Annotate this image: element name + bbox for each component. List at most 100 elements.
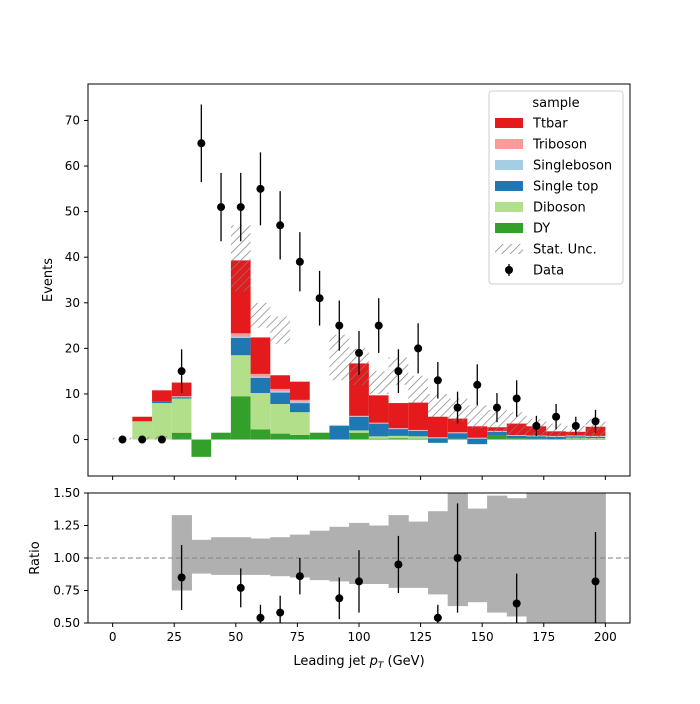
bar-triboson bbox=[447, 432, 468, 433]
bar-single-top bbox=[152, 401, 172, 404]
data-point bbox=[177, 367, 186, 376]
bar-singleboson bbox=[349, 416, 369, 417]
bar-diboson bbox=[408, 436, 428, 439]
x-tick-label: 200 bbox=[594, 630, 617, 644]
main-y-tick-label: 10 bbox=[65, 387, 80, 401]
bar-ttbar bbox=[408, 402, 428, 430]
bar-singleboson bbox=[290, 401, 310, 404]
bar-diboson bbox=[171, 398, 192, 433]
stat-unc-bin bbox=[270, 316, 291, 344]
ratio-y-tick-label: 0.50 bbox=[53, 616, 80, 630]
bar-dy bbox=[506, 438, 527, 440]
bar-single-top bbox=[349, 416, 369, 431]
ratio-unc-bin bbox=[467, 508, 488, 603]
bar-triboson bbox=[506, 434, 527, 436]
stat-unc-bin bbox=[408, 375, 428, 404]
bar-ttbar bbox=[467, 426, 488, 438]
data-point bbox=[512, 394, 521, 403]
ratio-point bbox=[177, 573, 186, 582]
legend-swatch-stat-unc bbox=[495, 244, 523, 254]
legend-label-stat-unc: Stat. Unc. bbox=[533, 243, 597, 258]
data-point bbox=[532, 421, 541, 430]
legend-swatch-data bbox=[505, 266, 513, 274]
ratio-point bbox=[591, 577, 600, 586]
ratio-unc-bin bbox=[408, 521, 429, 588]
bar-single-top bbox=[447, 433, 468, 439]
data-point bbox=[473, 380, 482, 389]
legend-label-dy: DY bbox=[533, 222, 550, 237]
stat-unc-bin bbox=[171, 435, 192, 440]
stat-unc-bin bbox=[230, 225, 251, 292]
bar-ttbar bbox=[152, 390, 172, 402]
data-point bbox=[256, 184, 265, 193]
bar-dy bbox=[388, 438, 409, 440]
stat-unc-bin bbox=[427, 393, 448, 417]
bar-dy bbox=[487, 434, 507, 440]
ratio-unc-bin bbox=[250, 538, 271, 575]
bar-dy bbox=[526, 438, 547, 440]
bar-single-top bbox=[171, 397, 192, 399]
ratio-unc-bin bbox=[290, 534, 311, 578]
ratio-point bbox=[335, 594, 344, 603]
main-y-tick-label: 0 bbox=[72, 433, 80, 447]
main-y-ticks: 0 10 20 30 40 50 60 70 bbox=[65, 113, 88, 447]
bar-singleboson bbox=[467, 438, 488, 439]
bar-single-top bbox=[526, 436, 547, 439]
ratio-unc-bin bbox=[329, 526, 350, 582]
bar-triboson bbox=[388, 428, 409, 429]
legend-label-triboson: Triboson bbox=[532, 138, 587, 153]
main-y-tick-label: 30 bbox=[65, 296, 80, 310]
x-tick-label: 125 bbox=[409, 630, 432, 644]
data-point bbox=[138, 435, 147, 444]
ratio-point bbox=[355, 577, 363, 586]
legend-swatch-singleboson bbox=[495, 160, 523, 170]
bar-diboson bbox=[270, 403, 291, 434]
bar-single-top bbox=[368, 423, 389, 437]
bar-singleboson bbox=[171, 396, 192, 398]
ratio-point bbox=[453, 554, 462, 562]
bar-single-top bbox=[230, 337, 251, 356]
legend-title: sample bbox=[532, 96, 579, 111]
bar-ttbar bbox=[388, 403, 409, 429]
ratio-points bbox=[177, 503, 600, 623]
ratio-point bbox=[276, 608, 285, 617]
data-point bbox=[355, 348, 363, 357]
x-axis-label-main: Leading jet bbox=[293, 654, 369, 669]
bar-dy bbox=[309, 432, 330, 440]
data-point bbox=[394, 367, 403, 376]
x-tick-label: 50 bbox=[228, 630, 243, 644]
ratio-unc-bin bbox=[487, 495, 508, 613]
main-y-tick-label: 40 bbox=[65, 250, 80, 264]
bar-singleboson bbox=[447, 432, 468, 434]
bar-ttbar bbox=[132, 416, 153, 422]
bar-diboson bbox=[368, 436, 389, 439]
data-point bbox=[552, 412, 561, 421]
data-point bbox=[453, 403, 462, 412]
bar-singleboson bbox=[427, 437, 448, 439]
data-point bbox=[197, 139, 206, 148]
ratio-point bbox=[236, 583, 245, 592]
bar-dy bbox=[447, 438, 468, 440]
stat-unc-bin bbox=[467, 405, 488, 429]
ratio-point bbox=[295, 572, 304, 581]
data-point bbox=[236, 203, 245, 212]
bar-dy bbox=[250, 429, 271, 440]
x-axis-label-subscript: T bbox=[378, 661, 385, 671]
bar-dy bbox=[290, 434, 310, 440]
legend-label-ttbar: Ttbar bbox=[532, 117, 568, 132]
ratio-point bbox=[394, 560, 403, 569]
legend-swatch-diboson bbox=[495, 202, 523, 212]
x-tick-label: 25 bbox=[167, 630, 182, 644]
data-point bbox=[414, 344, 423, 353]
main-y-tick-label: 50 bbox=[65, 205, 80, 219]
data-point bbox=[492, 403, 501, 412]
legend-label-singleboson: Singleboson bbox=[533, 159, 612, 174]
bar-diboson bbox=[250, 393, 271, 430]
bar-triboson bbox=[427, 437, 448, 438]
stat-unc-bin bbox=[506, 412, 527, 435]
main-y-tick-label: 70 bbox=[65, 113, 80, 127]
bar-triboson bbox=[270, 388, 291, 392]
bar-single-top bbox=[506, 435, 527, 439]
bar-singleboson bbox=[250, 376, 271, 378]
ratio-y-tick-label: 1.50 bbox=[53, 486, 80, 500]
